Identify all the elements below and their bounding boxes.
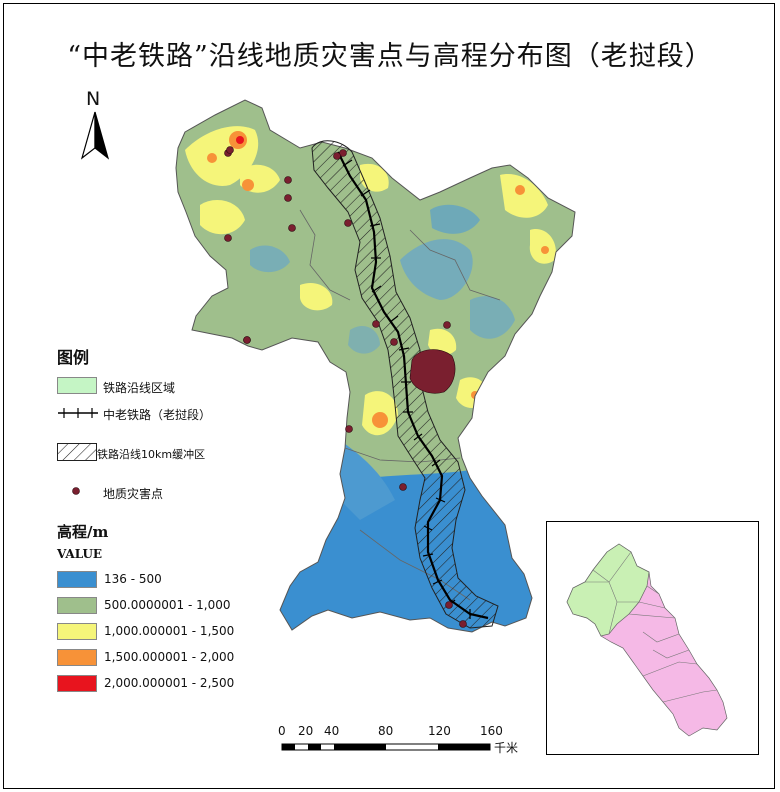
legend-label-region: 铁路沿线区域 [103,381,176,395]
hazard-point [243,336,251,344]
hazard-point [284,194,292,202]
elevation-swatch [57,597,97,614]
hazard-point [339,149,347,157]
hazard-point [224,234,232,242]
elevation-heading: 高程/m [57,523,109,541]
elevation-class-label: 500.0000001 - 1,000 [104,598,231,612]
inset-country-map [566,543,728,737]
hazard-point [344,219,352,227]
elevation-swatch [57,649,97,666]
hazard-point [459,620,467,628]
scale-tick-label: 40 [324,724,340,738]
legend-heading: 图例 [57,348,90,367]
legend-label-hazard: 地质灾害点 [103,487,164,501]
elevation-class-label: 2,000.000001 - 2,500 [104,676,235,690]
hazard-cluster [409,349,456,394]
hazard-point-icon [72,487,80,495]
scale-tick-label: 120 [428,724,451,738]
legend-swatch-region [57,377,97,394]
scale-tick-label: 0 [278,724,286,738]
scale-tick-label: 80 [378,724,394,738]
hazard-point [399,483,407,491]
elevation-swatch [57,623,97,640]
hazard-point [443,321,451,329]
elevation-class-label: 136 - 500 [104,572,162,586]
hazard-point [390,338,398,346]
hazard-point [288,224,296,232]
scale-tick-label: 160 [480,724,503,738]
elevation-raster [176,100,575,632]
elevation-class-label: 1,500.000001 - 2,000 [104,650,235,664]
hazard-point [226,146,234,154]
legend-label-railway: 中老铁路（老挝段） [103,408,212,422]
map-title: “中老铁路”沿线地质灾害点与高程分布图（老挝段） [67,41,713,72]
scale-bar [281,743,491,751]
hazard-point [284,176,292,184]
hazard-point [372,320,380,328]
elevation-class-label: 1,000.000001 - 1,500 [104,624,235,638]
railway-ticks [342,159,471,619]
inset-map [546,521,759,755]
scale-tick-label: 20 [298,724,314,738]
elevation-swatch [57,675,97,692]
north-arrow-icon [80,111,110,160]
elevation-swatch [57,571,97,588]
hazard-point [345,425,353,433]
north-label: N [86,88,101,110]
legend-railway-symbol [58,408,98,418]
hazard-point [333,152,341,160]
legend-label-buffer: 铁路沿线10km缓冲区 [97,448,206,461]
elevation-field: VALUE [57,547,103,561]
hazard-point [445,601,453,609]
hazard-points [224,146,467,628]
legend-buffer-symbol [57,443,97,461]
scale-unit: 千米 [494,741,519,755]
map-frame [3,3,775,789]
